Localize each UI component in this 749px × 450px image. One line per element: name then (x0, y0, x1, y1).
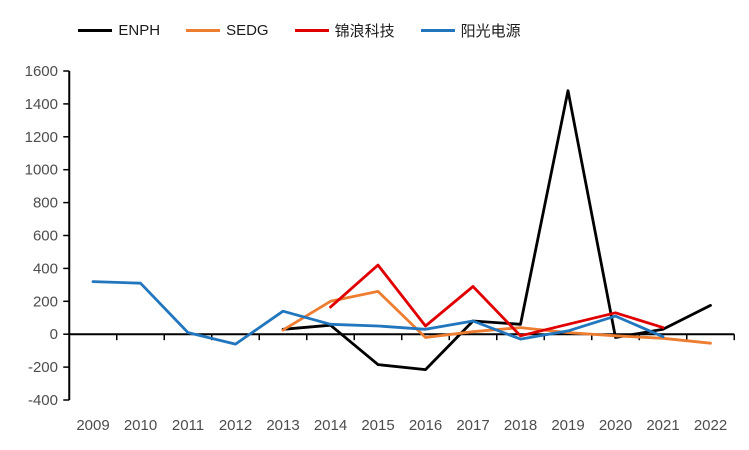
svg-text:1600: 1600 (25, 63, 58, 80)
chart-legend: ENPH SEDG 锦浪科技 阳光电源 (0, 20, 749, 41)
svg-text:1000: 1000 (25, 162, 58, 179)
svg-text:2020: 2020 (599, 417, 632, 434)
svg-text:-400: -400 (28, 392, 58, 409)
enph-line-swatch (78, 29, 113, 32)
svg-text:800: 800 (33, 195, 58, 212)
svg-text:2013: 2013 (266, 417, 299, 434)
svg-text:2009: 2009 (76, 417, 109, 434)
jinlang-line-swatch (294, 29, 329, 32)
svg-text:2018: 2018 (504, 417, 537, 434)
svg-text:-200: -200 (28, 359, 58, 376)
legend-label-enph: ENPH (118, 22, 161, 39)
svg-text:2015: 2015 (361, 417, 394, 434)
svg-text:400: 400 (33, 260, 58, 277)
legend-label-jinlang: 锦浪科技 (334, 23, 395, 40)
legend-item-sedg: SEDG (186, 22, 269, 39)
yangguang-line-swatch (420, 29, 455, 32)
svg-text:2010: 2010 (124, 417, 157, 434)
sedg-line-swatch (186, 29, 221, 32)
legend-item-enph: ENPH (78, 22, 160, 39)
svg-text:2019: 2019 (551, 417, 584, 434)
svg-text:2017: 2017 (456, 417, 489, 434)
svg-text:2012: 2012 (219, 417, 252, 434)
svg-text:0: 0 (50, 326, 58, 343)
svg-text:600: 600 (33, 228, 58, 245)
svg-text:2016: 2016 (409, 417, 442, 434)
legend-label-yangguang: 阳光电源 (460, 23, 521, 40)
legend-item-yangguang: 阳光电源 (420, 20, 521, 41)
svg-text:2022: 2022 (694, 417, 727, 434)
svg-text:2014: 2014 (314, 417, 347, 434)
legend-item-jinlang: 锦浪科技 (294, 20, 395, 41)
svg-text:2021: 2021 (646, 417, 679, 434)
svg-text:2011: 2011 (172, 417, 204, 434)
svg-text:1400: 1400 (25, 96, 58, 113)
svg-text:1200: 1200 (25, 129, 58, 146)
legend-label-sedg: SEDG (226, 22, 269, 39)
svg-text:200: 200 (33, 293, 58, 310)
